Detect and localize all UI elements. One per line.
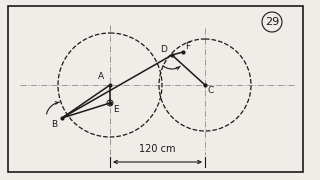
Text: B: B [51, 120, 57, 129]
Text: E: E [113, 105, 119, 114]
Text: A: A [98, 72, 104, 81]
Text: 29: 29 [265, 17, 279, 27]
Text: F: F [185, 42, 190, 51]
Text: C: C [208, 86, 214, 95]
Text: D: D [160, 45, 167, 54]
Text: 120 cm: 120 cm [139, 144, 176, 154]
